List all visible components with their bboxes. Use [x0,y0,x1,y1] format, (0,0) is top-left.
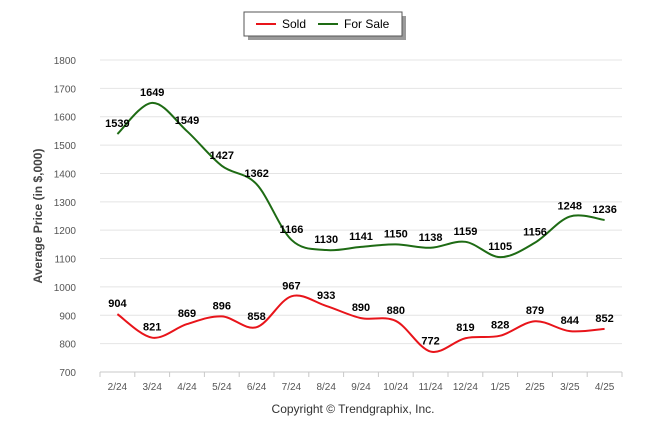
y-tick-label: 1400 [54,169,77,180]
data-label-for-sale: 1362 [244,168,268,180]
y-tick-label: 700 [59,368,76,379]
data-label-sold: 879 [526,305,544,317]
x-tick-label: 10/24 [383,382,408,393]
data-labels: 904 821 869 896 858 967 933 890 880 772 819 828 879 8… [105,87,617,348]
data-label-for-sale: 1539 [105,118,129,130]
y-tick-label: 1500 [54,141,77,152]
data-label-sold: 852 [595,313,613,325]
data-label-for-sale: 1141 [349,231,373,243]
y-tick-label: 1300 [54,198,77,209]
data-label-sold: 933 [317,290,335,302]
data-label-for-sale: 1427 [210,150,234,162]
y-tick-label: 1800 [54,56,77,67]
legend-label-for-sale: For Sale [344,17,390,31]
y-tick-label: 900 [59,311,76,322]
x-tick-label: 12/24 [453,382,478,393]
legend: Sold For Sale [243,11,406,40]
data-label-for-sale: 1549 [175,115,199,127]
data-label-sold: 844 [561,315,580,327]
data-label-for-sale: 1649 [140,87,164,99]
data-label-for-sale: 1159 [453,226,477,238]
x-tick-label: 6/24 [247,382,267,393]
gridlines [100,59,622,373]
data-label-sold: 880 [387,305,405,317]
y-axis-title: Average Price (in $,000) [31,149,45,284]
x-tick-label: 9/24 [351,382,371,393]
data-label-sold: 904 [108,298,127,310]
data-label-for-sale: 1166 [279,224,303,236]
data-label-for-sale: 1248 [558,201,582,213]
data-label-sold: 896 [213,300,231,312]
y-tick-label: 1000 [54,283,77,294]
y-tick-label: 1100 [54,255,76,266]
x-tick-label: 3/25 [560,382,580,393]
y-axis-ticks: 700 800 900 1000 1100 1200 1300 1400 1500 1600 170… [54,56,77,379]
y-tick-label: 1200 [54,226,77,237]
series-line-sold [116,294,605,353]
series-line-for-sale [116,101,605,259]
x-tick-label: 2/25 [525,382,545,393]
x-tick-label: 7/24 [282,382,302,393]
data-label-sold: 821 [143,322,161,334]
data-label-sold: 858 [247,311,265,323]
data-label-sold: 828 [491,320,509,332]
data-label-sold: 967 [282,280,300,292]
y-tick-label: 1600 [54,113,77,124]
x-tick-label: 2/24 [108,382,128,393]
x-tick-label: 4/25 [595,382,615,393]
y-tick-label: 1700 [54,84,77,95]
x-tick-label: 11/24 [418,382,443,393]
legend-label-sold: Sold [282,17,306,31]
data-label-sold: 890 [352,302,370,314]
data-label-for-sale: 1156 [523,227,547,239]
x-tick-label: 1/25 [490,382,510,393]
copyright-text: Copyright © Trendgraphix, Inc. [272,402,435,416]
x-tick-label: 4/24 [177,382,197,393]
data-label-for-sale: 1236 [592,204,616,216]
data-label-sold: 869 [178,308,196,320]
x-tick-label: 3/24 [142,382,162,393]
x-tick-label: 8/24 [316,382,336,393]
x-tick-label: 5/24 [212,382,232,393]
series-lines [116,101,605,353]
x-axis-ticks: 2/24 3/24 4/24 5/24 6/24 7/24 8/24 9/24 10/24 11/… [99,371,623,393]
y-tick-label: 800 [59,340,76,351]
data-label-for-sale: 1150 [384,228,408,240]
data-label-sold: 772 [421,336,439,348]
data-label-for-sale: 1105 [488,241,512,253]
data-label-for-sale: 1130 [314,234,338,246]
data-label-sold: 819 [456,322,474,334]
data-label-for-sale: 1138 [419,232,443,244]
